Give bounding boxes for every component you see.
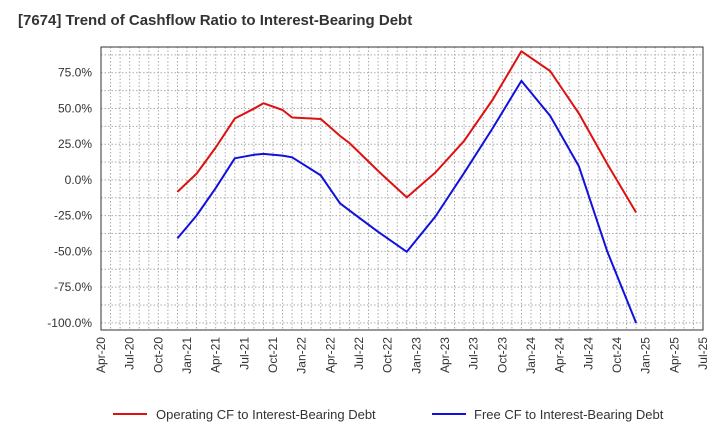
x-tick-label: Jan-21 [180,337,194,374]
x-tick-label: Jan-23 [409,337,423,374]
x-tick-label: Apr-23 [438,337,452,373]
x-tick-label: Apr-24 [553,337,567,373]
x-tick-label: Oct-20 [151,337,165,373]
x-tick-label: Jul-20 [123,337,137,370]
x-tick-label: Oct-24 [610,337,624,373]
y-tick-label: -25.0% [54,209,92,223]
y-tick-label: 0.0% [65,173,93,187]
x-tick-label: Jan-24 [524,337,538,374]
x-tick-label: Oct-21 [266,337,280,373]
legend: Operating CF to Interest-Bearing Debt Fr… [113,407,664,422]
x-tick-label: Jan-25 [639,337,653,374]
x-tick-label: Apr-25 [667,337,681,373]
y-tick-label: 75.0% [58,66,92,80]
y-tick-label: 50.0% [58,101,92,115]
x-tick-label: Apr-21 [209,337,223,373]
y-tick-label: -50.0% [54,244,92,258]
series-line-free-cf [176,79,638,324]
x-axis-ticks: Apr-20 Jul-20 Oct-20 Jan-21 Apr-21 Jul-21 Oct-… [94,337,710,374]
x-tick-label: Apr-22 [323,337,337,373]
x-tick-label: Jul-25 [696,337,710,370]
grid [101,47,703,330]
legend-label-free-cf: Free CF to Interest-Bearing Debt [474,407,664,422]
x-tick-label: Jan-22 [295,337,309,374]
x-tick-label: Jul-23 [467,337,481,370]
chart-title: [7674] Trend of Cashflow Ratio to Intere… [18,12,412,29]
x-tick-label: Jul-21 [237,337,251,370]
x-tick-label: Jul-22 [352,337,366,370]
series-line-operating-cf [176,50,637,214]
plot-frame [100,46,704,331]
x-tick-label: Apr-20 [94,337,108,373]
x-tick-label: Oct-22 [381,337,395,373]
y-tick-label: -75.0% [54,280,92,294]
y-tick-label: 25.0% [58,137,92,151]
y-tick-label: -100.0% [47,316,92,330]
y-axis-ticks: 75.0% 50.0% 25.0% 0.0% -25.0% -50.0% -75.0% -10… [47,66,92,330]
x-tick-label: Oct-23 [495,337,509,373]
series-group [176,50,638,324]
legend-label-operating-cf: Operating CF to Interest-Bearing Debt [156,407,376,422]
x-tick-label: Jul-24 [581,337,595,370]
